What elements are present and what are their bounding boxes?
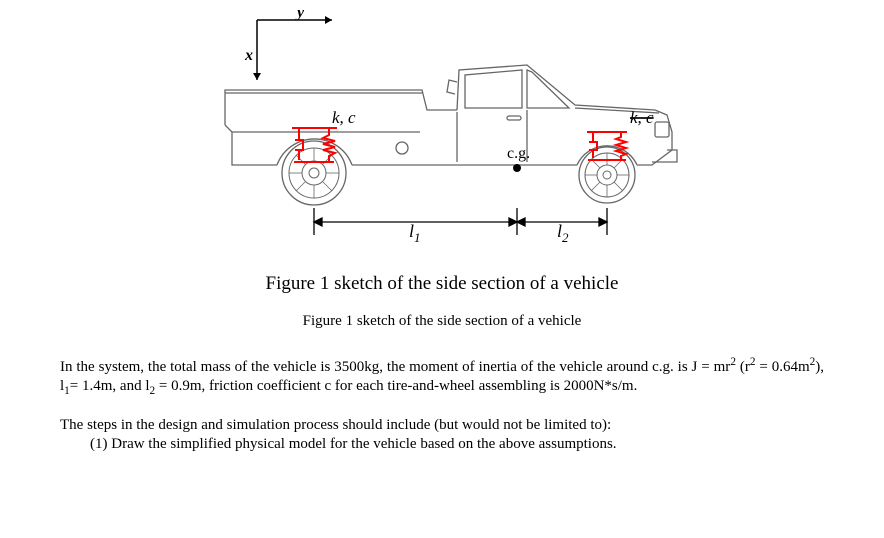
- axis-x-label: x: [244, 47, 253, 64]
- figure-container: y x: [60, 10, 824, 330]
- p1-a: In the system, the total mass of the veh…: [60, 359, 730, 375]
- p1-b: (r: [736, 359, 750, 375]
- axis-group: y x: [244, 10, 332, 80]
- rear-wheel: [282, 141, 346, 205]
- l2-label: l2: [557, 221, 569, 245]
- axis-y-label: y: [295, 10, 305, 21]
- figure-caption-sub: Figure 1 sketch of the side section of a…: [303, 313, 582, 330]
- paragraph-system-description: In the system, the total mass of the veh…: [60, 355, 824, 398]
- l1-label: l1: [409, 221, 421, 245]
- truck-outline: [225, 65, 677, 165]
- kc-rear-label: k, c: [332, 108, 356, 127]
- p1-f: = 0.9m, friction coefficient c for each …: [155, 378, 637, 394]
- cg-label: c.g.: [507, 145, 530, 162]
- vehicle-svg: y x: [177, 10, 707, 260]
- p2-text: The steps in the design and simulation p…: [60, 417, 611, 433]
- cg-dot: [513, 164, 521, 172]
- p1-c: = 0.64m: [755, 359, 809, 375]
- p1-e: = 1.4m, and l: [70, 378, 150, 394]
- kc-front-label: k, c: [630, 108, 654, 127]
- step-1: (1) Draw the simplified physical model f…: [60, 436, 617, 452]
- front-wheel: [579, 147, 635, 203]
- paragraph-steps-intro: The steps in the design and simulation p…: [60, 416, 824, 454]
- figure-caption-main: Figure 1 sketch of the side section of a…: [266, 273, 619, 295]
- vehicle-diagram: y x: [177, 10, 707, 260]
